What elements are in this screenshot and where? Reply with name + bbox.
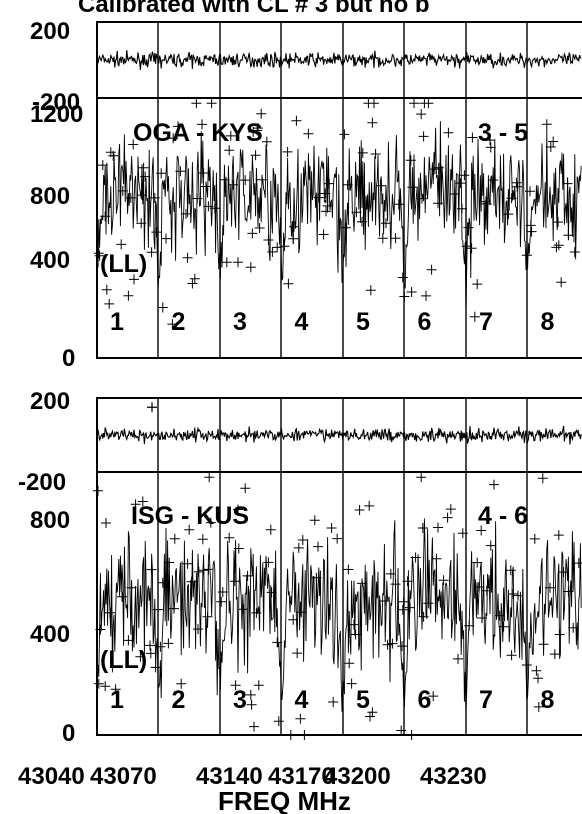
y-tick-label: 800: [30, 183, 70, 210]
y-tick-label: 0: [62, 720, 75, 747]
if-number-label: 3: [233, 686, 247, 714]
y-tick-label: 0: [62, 345, 75, 372]
y-tick-label: 200: [30, 388, 70, 415]
if-number-label: 7: [479, 308, 493, 336]
x-tick-label: 43140: [196, 763, 263, 790]
if-number-label: 1: [110, 686, 124, 714]
if-number-label: 2: [172, 686, 186, 714]
x-tick-label: 43040: [18, 763, 85, 790]
x-tick-label: 43170: [268, 763, 335, 790]
if-number-label: 8: [541, 686, 555, 714]
x-tick-label: 43230: [420, 763, 487, 790]
polarization-label: (LL): [100, 646, 147, 674]
amplitude-series-trace: [97, 518, 582, 714]
amplitude-point-markers: [93, 472, 582, 740]
phase-panel-oga-kys: [96, 21, 582, 99]
channel-range-label: 3 - 5: [478, 119, 528, 147]
if-number-label: 3: [233, 308, 247, 336]
amplitude-panel-oga-kys: 1 2 3 4 5 6 7 8: [93, 97, 582, 359]
amplitude-series-trace: [97, 121, 582, 315]
if-number-label: 4: [295, 686, 309, 714]
x-tick-label: 43070: [90, 763, 157, 790]
x-axis-label: FREQ MHz: [218, 786, 351, 814]
if-number-label: 2: [172, 308, 186, 336]
phase-panel-isg-kus: [96, 397, 582, 473]
baseline-label: OGA - KYS: [133, 119, 263, 147]
phase-series-trace: [97, 50, 582, 71]
if-number-label: 6: [418, 686, 432, 714]
y-tick-label: -200: [32, 89, 80, 116]
if-number-label: 5: [356, 686, 370, 714]
baseline-label: ISG - KUS: [131, 502, 249, 530]
chart-title: Calibrated with CL # 3 but no b: [78, 0, 430, 18]
if-number-label: 5: [356, 308, 370, 336]
y-tick-label: -200: [18, 469, 66, 496]
channel-range-label: 4 - 6: [478, 502, 528, 530]
if-number-label: 7: [479, 686, 493, 714]
if-number-label: 8: [541, 308, 555, 336]
y-tick-label: 400: [30, 247, 70, 274]
polarization-label: (LL): [100, 250, 147, 278]
amplitude-point-markers: [93, 98, 580, 330]
y-tick-label: 400: [30, 621, 70, 648]
if-number-label: 1: [110, 308, 124, 336]
amplitude-panel-isg-kus: 1 2 3 4 5 6 7 8: [93, 471, 582, 740]
outlier-point: [147, 402, 157, 413]
x-tick-label: 43200: [324, 763, 391, 790]
y-tick-label: 1200: [30, 101, 83, 128]
y-tick-label: 800: [30, 507, 70, 534]
if-number-label: 4: [295, 308, 309, 336]
y-tick-label: 200: [30, 18, 70, 45]
if-number-label: 6: [418, 308, 432, 336]
phase-series-trace: [97, 425, 582, 445]
